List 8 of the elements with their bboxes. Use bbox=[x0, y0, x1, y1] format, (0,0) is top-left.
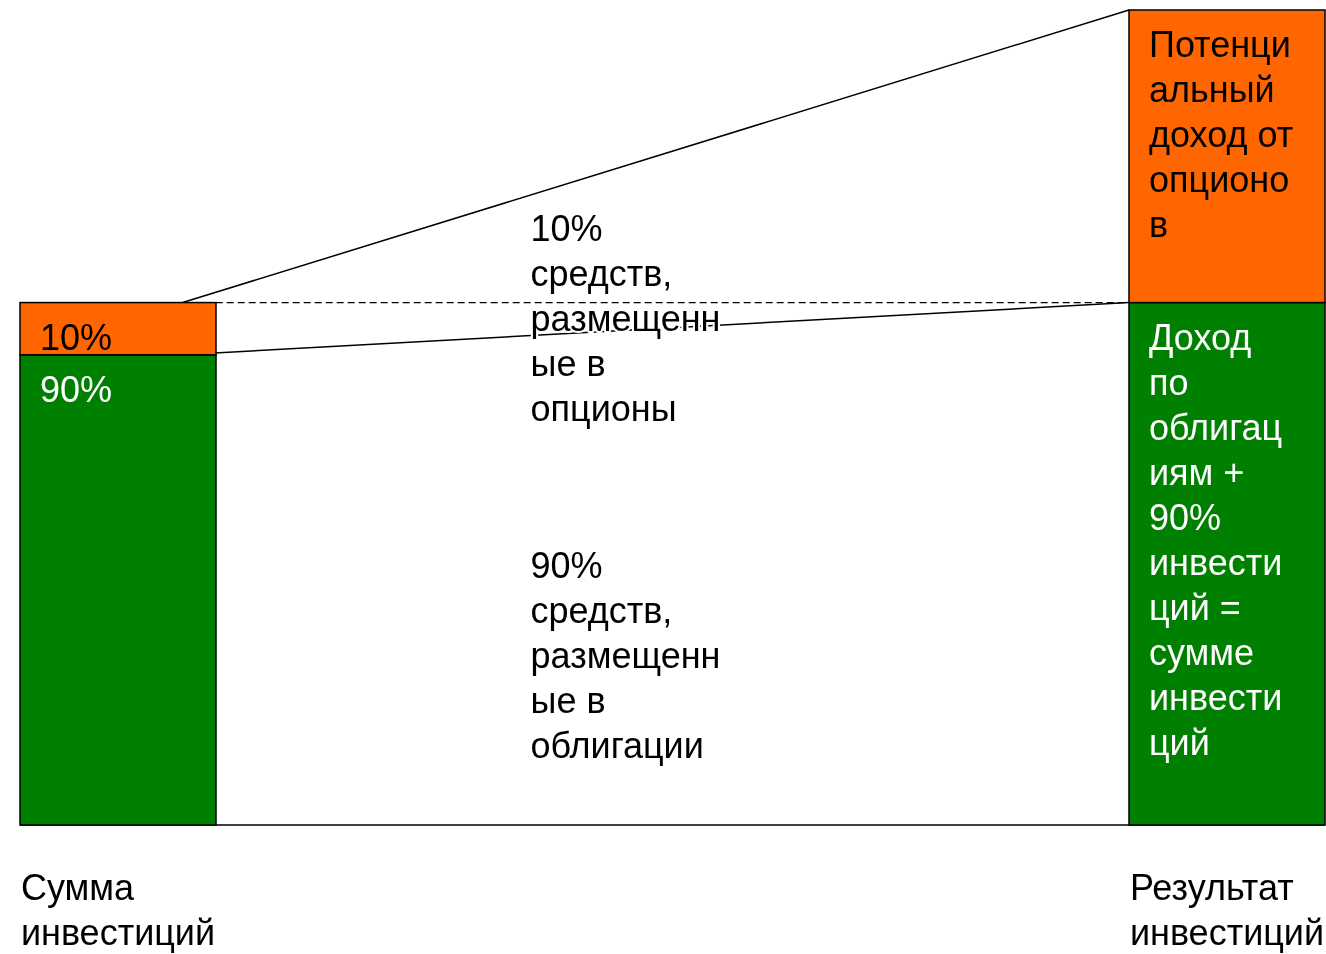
data-label: 10% bbox=[40, 316, 113, 358]
x-tick-label: Сумма инвестиций bbox=[20, 867, 216, 953]
text: Доход по облигациям + 90% инвестиций = сумме инвестиций bbox=[1149, 316, 1283, 763]
data-label: 90% bbox=[40, 368, 113, 410]
annotation: 90% средств, размещенные в облигации bbox=[530, 545, 721, 766]
annotation: 10% средств, размещенные в опционы bbox=[530, 208, 721, 429]
annotation: Потенциальный доход от опционов bbox=[1149, 24, 1294, 245]
x-tick-label: Результат инвестиций bbox=[1129, 867, 1325, 953]
